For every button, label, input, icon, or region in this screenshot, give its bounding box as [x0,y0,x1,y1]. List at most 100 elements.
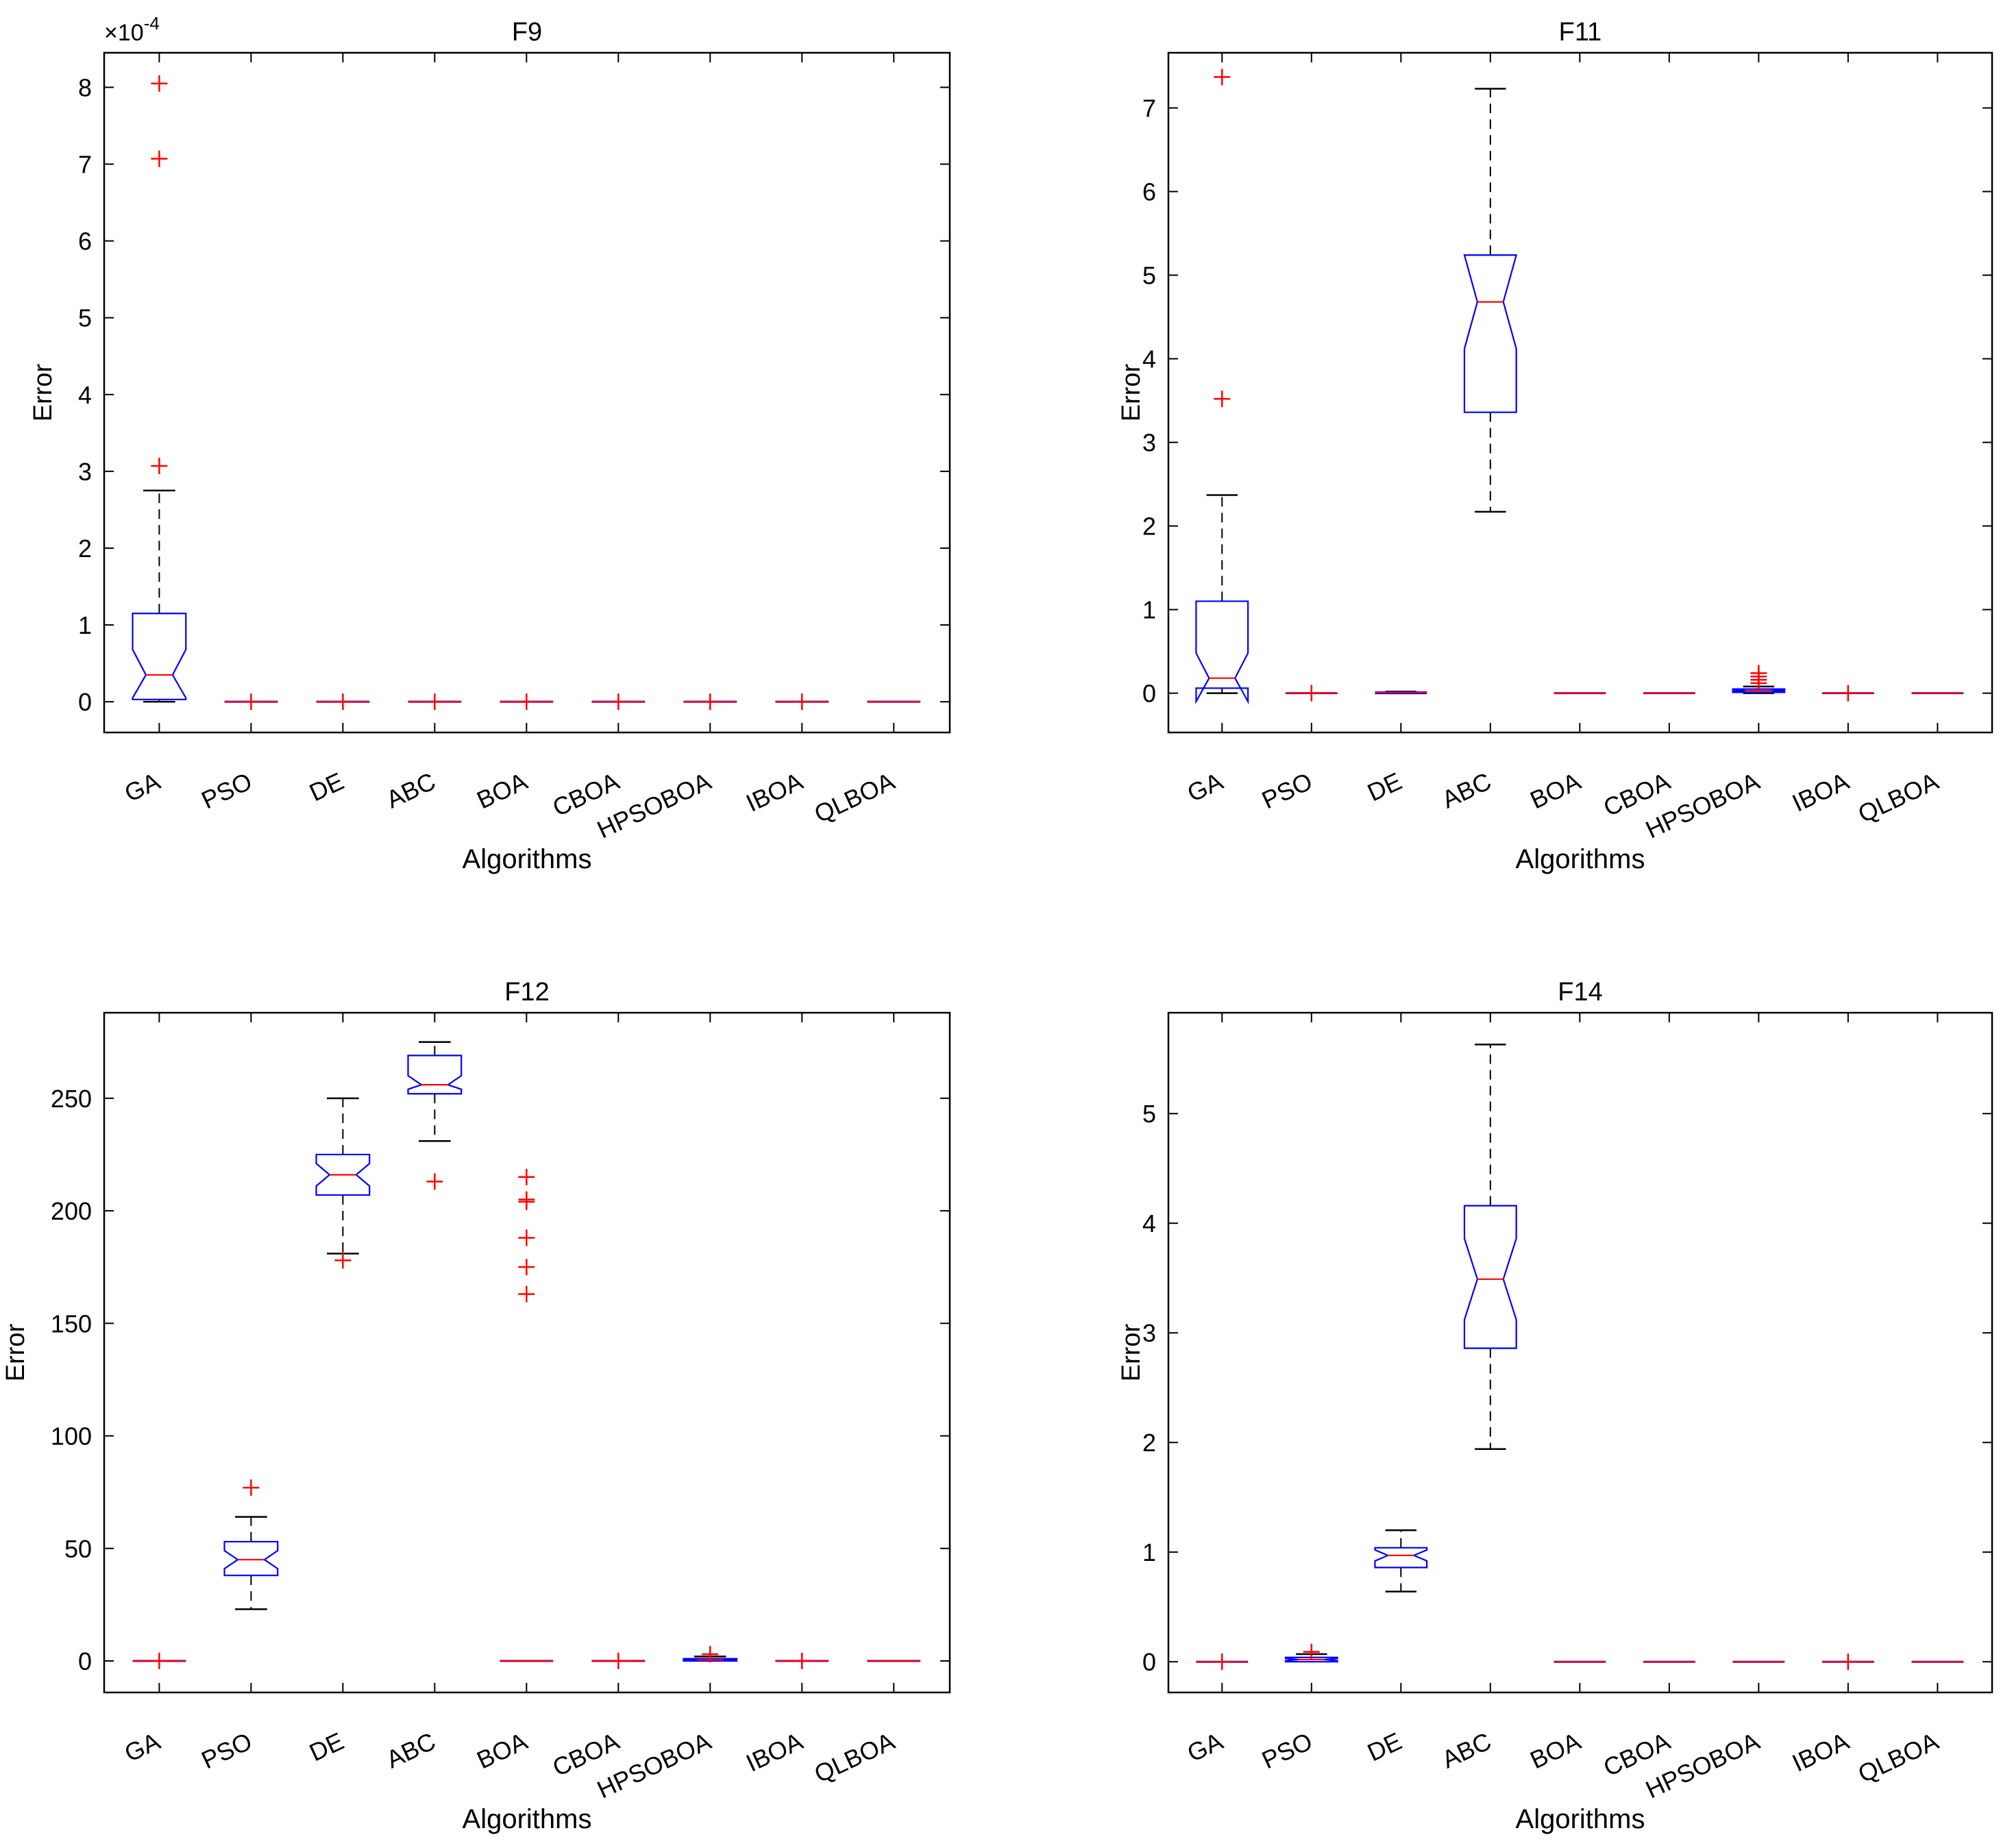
category-label: DE [1363,767,1406,806]
chart-title: F9 [512,18,542,47]
outlier-marker [1750,665,1767,682]
outlier-marker [151,458,168,475]
outlier-marker [702,693,719,711]
category-label: ABC [382,767,439,813]
category-label: IBOA [741,1727,807,1777]
y-axis-label: Error [1117,1323,1146,1381]
category-label: IBOA [1788,767,1853,817]
category-label: BOA [472,767,531,814]
y-tick-label: 3 [1142,1319,1156,1347]
category-label: QLBOA [810,1727,899,1788]
category-label: GA [1183,767,1227,807]
box-body [132,613,187,700]
category-label: BOA [472,1727,531,1774]
box-pso [1285,685,1338,702]
y-tick-label: 6 [78,227,92,256]
category-label: IBOA [1788,1727,1853,1777]
box-ga [132,1653,186,1670]
y-tick-label: 100 [51,1422,92,1451]
box-pso [224,693,278,711]
y-tick-label: 0 [78,688,92,716]
y-tick-label: 4 [78,381,92,409]
outlier-marker [1303,1643,1320,1660]
y-tick-label: 0 [78,1647,92,1675]
chart-title: F12 [504,978,549,1007]
y-axis-label: Error [1117,363,1146,421]
chart-panel-f9: F9 0 1 2 3 4 5 6 7 8 ×10-4 Error Algorithms GA PSO DE AB… [29,13,951,874]
y-tick-label: 4 [1142,1209,1156,1237]
box-body [1374,1547,1428,1568]
outlier-marker [518,1259,535,1276]
y-tick-label: 200 [51,1197,92,1225]
axes-frame [103,51,951,734]
box-hpsoboa [683,1646,738,1663]
exponent-base: ×10 [104,20,144,46]
y-tick-label: 3 [78,458,92,486]
outlier-marker [1214,1653,1231,1671]
outlier-marker [334,693,352,711]
outlier-marker [1839,1653,1856,1671]
box-body [1463,254,1518,413]
outlier-marker [794,1653,811,1670]
box-body [1463,1205,1517,1349]
category-label: QLBOA [1854,1727,1943,1788]
y-axis-label: Error [1,1323,30,1381]
outlier-marker [151,75,168,92]
y-tick-label: 50 [64,1535,92,1563]
outlier-marker [518,1168,535,1185]
box-body [315,1153,371,1196]
box-iboa [1822,1653,1874,1671]
y-tick-label: 5 [78,304,92,332]
box-de [1374,1529,1428,1593]
box-cboa [591,693,646,711]
y-tick-label: 0 [1142,680,1156,708]
box-body [683,1658,738,1662]
outlier-marker [243,1479,260,1496]
box-abc [1463,88,1518,513]
y-tick-label: 5 [1142,262,1156,290]
chart-title: F14 [1558,978,1602,1007]
y-tick-label: 5 [1142,1100,1156,1128]
box-pso [223,1479,279,1610]
category-label: GA [120,1727,164,1767]
y-tick-label: 1 [1142,1538,1156,1566]
box-boa [500,1168,554,1662]
outlier-marker [794,693,811,711]
y-tick-label: 2 [78,534,92,563]
chart-title: F11 [1559,18,1602,47]
x-axis-label: Algorithms [463,1804,592,1834]
box-ga [1195,69,1249,705]
box-body [1732,688,1786,693]
y-tick-label: 7 [78,151,92,179]
category-label: DE [305,1727,348,1766]
y-axis-label: Error [29,363,58,421]
box-cboa [591,1653,646,1670]
box-hpsoboa [683,693,737,711]
category-label: GA [1183,1727,1227,1767]
category-label: PSO [1257,767,1316,814]
box-de [315,1097,371,1269]
category-label: ABC [1438,767,1495,813]
outlier-marker [518,1285,535,1303]
box-body [407,1055,463,1095]
outlier-marker [1839,685,1856,702]
box-iboa [775,1653,829,1670]
box-pso [1284,1643,1338,1663]
box-ga [1196,1653,1249,1671]
y-tick-label: 2 [1142,1429,1156,1457]
category-label: DE [305,767,348,806]
y-tick-label: 150 [51,1309,92,1338]
category-label: PSO [1257,1727,1316,1774]
outlier-marker [610,1653,627,1670]
axes-frame [1167,1011,1993,1694]
outlier-marker [1214,391,1231,408]
y-tick-label: 0 [1142,1648,1156,1676]
box-abc [407,1041,463,1190]
category-label: BOA [1525,1727,1584,1774]
box-ga [132,75,187,703]
box-body [223,1540,279,1577]
y-tick-label: 7 [1142,95,1156,123]
